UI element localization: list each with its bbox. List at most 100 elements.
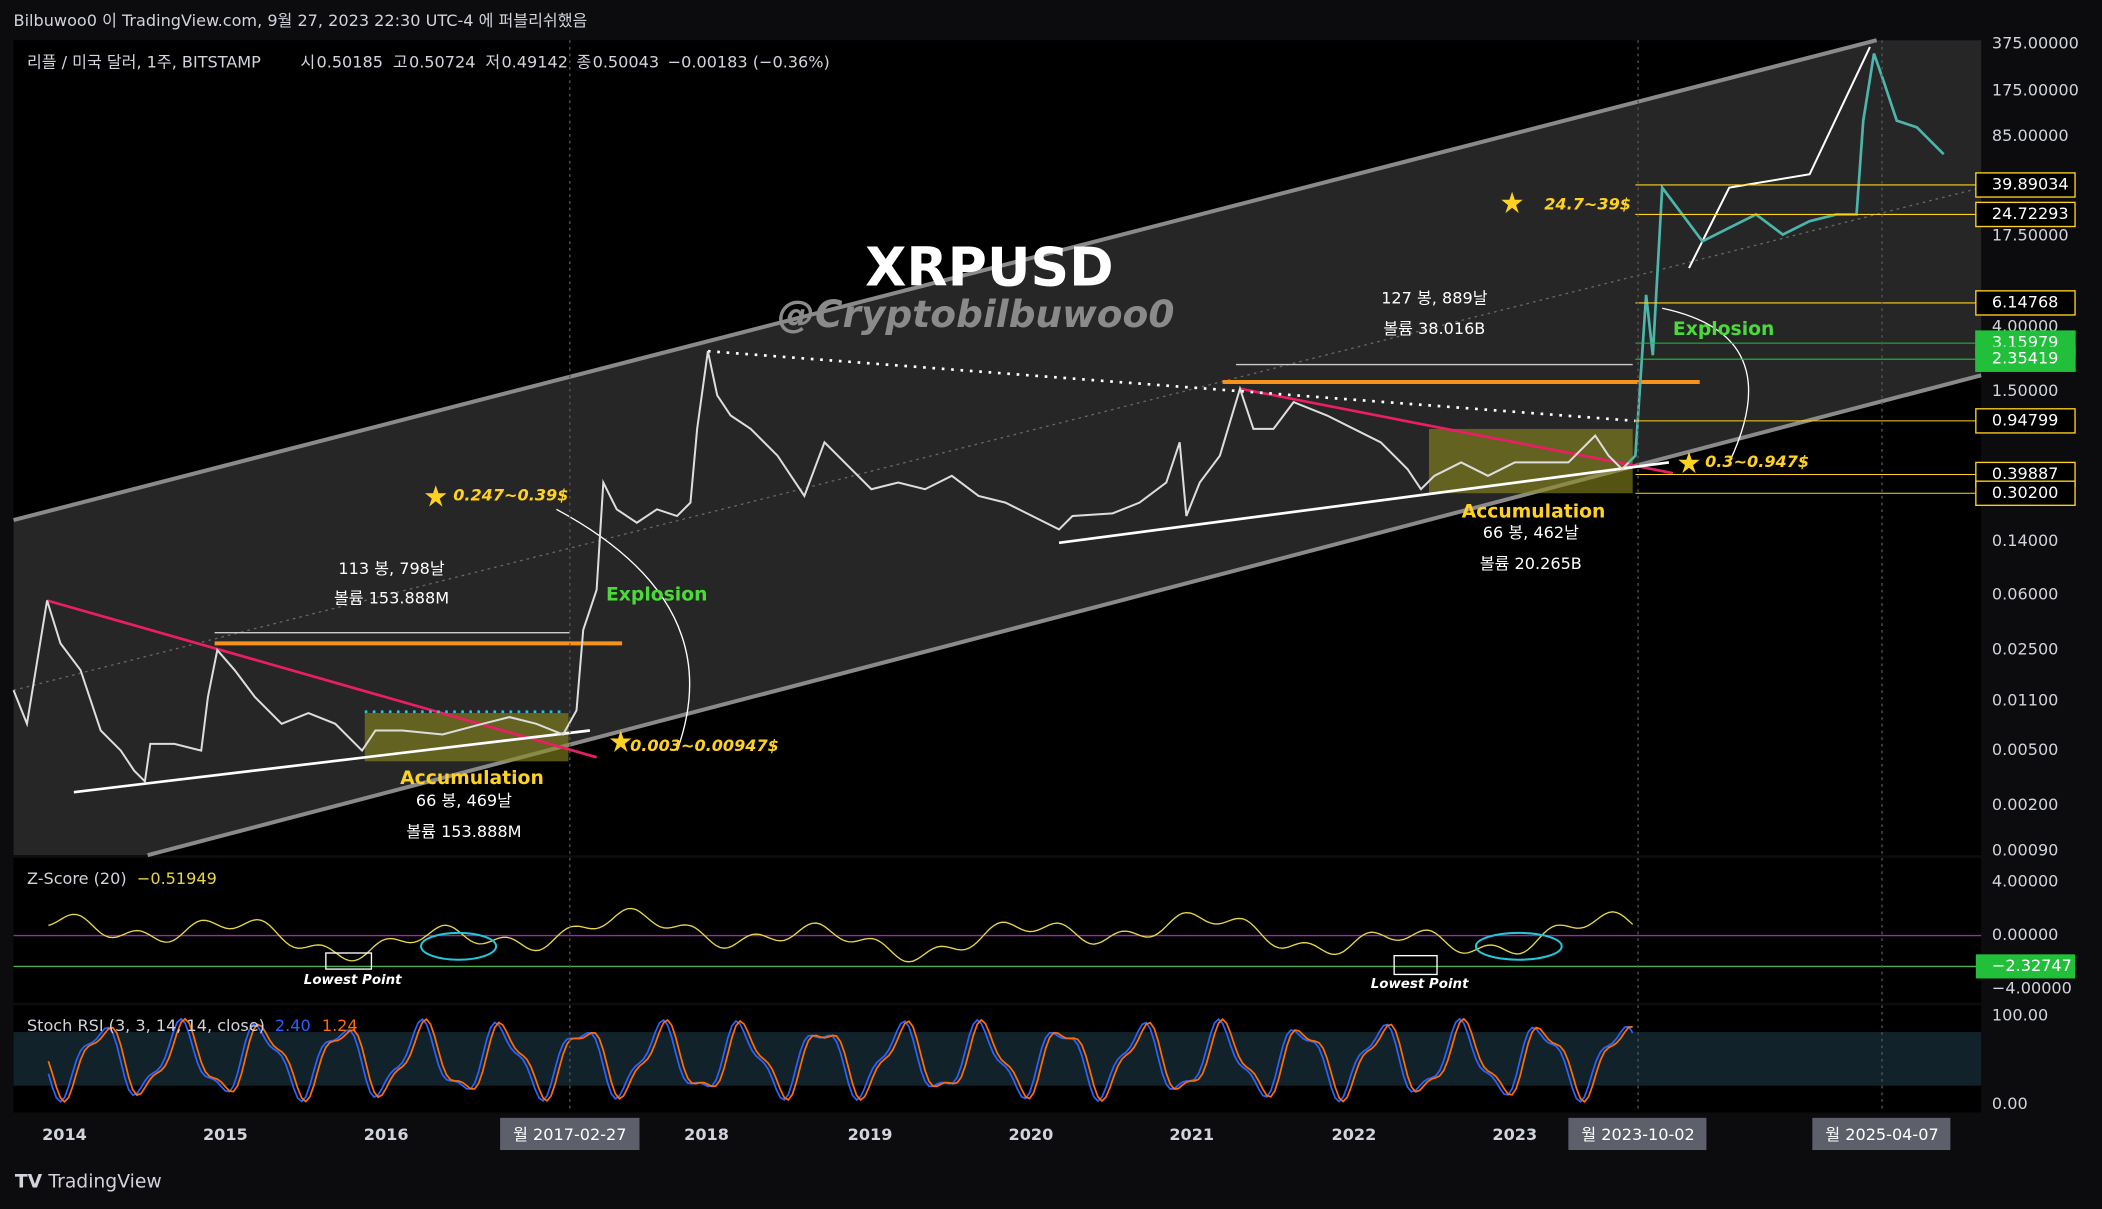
star bbox=[425, 485, 447, 507]
zscore-line bbox=[48, 907, 1634, 963]
price-label: 0.06000 bbox=[1992, 585, 2058, 604]
accumulation-box bbox=[1428, 428, 1633, 494]
trendline bbox=[46, 599, 597, 759]
year-label: 2016 bbox=[364, 1125, 409, 1144]
price-label: 375.00000 bbox=[1992, 34, 2079, 53]
price-label: 24.72293 bbox=[1992, 204, 2069, 223]
annotation: 볼륨 38.016B bbox=[1383, 319, 1485, 338]
legend-label: 고 bbox=[393, 52, 408, 71]
time-marker-label: 월 2017-02-27 bbox=[513, 1125, 626, 1144]
zscore-axis: 4.00000 0.00000 −2.32747 −4.00000 bbox=[1975, 871, 2076, 998]
curve-arrow bbox=[556, 508, 691, 751]
channel-bottom bbox=[147, 373, 1982, 858]
level-tag bbox=[1975, 408, 2076, 434]
zscore-note: Lowest Point bbox=[304, 973, 402, 988]
annotation: 24.7~39$ bbox=[1544, 195, 1631, 214]
legend-label: 종 bbox=[577, 52, 592, 71]
footer-brand: TradingView bbox=[47, 1172, 161, 1193]
star bbox=[1678, 451, 1700, 474]
curve-arrow bbox=[1662, 307, 1750, 463]
price-label: 2.35419 bbox=[1992, 349, 2058, 368]
price-label: 0.39887 bbox=[1992, 464, 2058, 483]
price-label: 0.00500 bbox=[1992, 740, 2058, 759]
zscore-note: Lowest Point bbox=[1371, 977, 1469, 992]
channel-top bbox=[13, 38, 1878, 523]
star bbox=[610, 730, 632, 752]
annotation: 볼륨 153.888M bbox=[334, 589, 449, 608]
time-marker bbox=[500, 1117, 640, 1151]
time-marker-label: 월 2023-10-02 bbox=[1581, 1125, 1694, 1144]
price-label: 0.02500 bbox=[1992, 640, 2058, 659]
watermark: @Cryptobilbuwoo0 bbox=[777, 292, 1174, 336]
price-label: 0.01100 bbox=[1992, 691, 2058, 710]
year-label: 2014 bbox=[42, 1125, 87, 1144]
time-marker bbox=[1812, 1117, 1951, 1151]
stoch-axis-label: 0.00 bbox=[1992, 1094, 2028, 1113]
price-label: 0.00090 bbox=[1992, 841, 2058, 860]
footer-logo: TV bbox=[15, 1172, 43, 1193]
legend: 리플 / 미국 달러, 1주, BITSTAMP 시 0.50185 고 0.5… bbox=[27, 52, 830, 71]
level-tag bbox=[1975, 290, 2076, 316]
legend-label: 저 bbox=[485, 52, 500, 71]
year-label: 2019 bbox=[848, 1125, 893, 1144]
price-label: 0.14000 bbox=[1992, 531, 2058, 550]
level-tag bbox=[1975, 480, 2076, 506]
year-label: 2022 bbox=[1332, 1125, 1377, 1144]
annotation: 0.247~0.39$ bbox=[453, 485, 568, 504]
level-tag bbox=[1975, 172, 2076, 198]
price-label: 0.00200 bbox=[1992, 795, 2058, 814]
time-axis: 2014 2015 2016 2018 2019 2020 2021 2022 2023 월 20… bbox=[42, 40, 1951, 1151]
annotation: 0.3~0.947$ bbox=[1705, 452, 1809, 471]
annotation: 0.003~0.00947$ bbox=[630, 736, 779, 755]
zscore-axis-label: −4.00000 bbox=[1992, 979, 2072, 998]
year-label: 2020 bbox=[1009, 1125, 1054, 1144]
price-label: 0.94799 bbox=[1992, 410, 2058, 429]
annotation: 볼륨 153.888M bbox=[406, 822, 521, 841]
price-label: 1.50000 bbox=[1992, 381, 2058, 400]
support-line bbox=[1058, 461, 1670, 545]
projection-line bbox=[1627, 53, 1945, 464]
stoch-title: Stoch RSI (3, 3, 14, 14, close) bbox=[27, 1016, 265, 1035]
price-label: 0.30200 bbox=[1992, 483, 2058, 502]
stoch-axis-label: 100.00 bbox=[1992, 1005, 2048, 1024]
annotation: 66 봉, 469날 bbox=[416, 791, 512, 810]
zscore-value: −0.51949 bbox=[137, 869, 217, 888]
highlight-ellipse bbox=[420, 931, 498, 961]
zscore-axis-label: 0.00000 bbox=[1992, 925, 2058, 944]
annotation: 볼륨 20.265B bbox=[1480, 554, 1582, 573]
price-label: 17.50000 bbox=[1992, 225, 2069, 244]
legend-label: 시 bbox=[300, 52, 315, 71]
level-tag bbox=[1975, 346, 2076, 372]
level-tag bbox=[1975, 954, 2076, 979]
lowest-box bbox=[1393, 955, 1438, 976]
annotation: 66 봉, 462날 bbox=[1483, 523, 1579, 542]
zscore-title: Z-Score (20) bbox=[27, 869, 127, 888]
legend-value: 0.50185 bbox=[316, 52, 383, 71]
annotation: 113 봉, 798날 bbox=[338, 559, 445, 578]
highlight-ellipse bbox=[1474, 931, 1563, 961]
stoch-axis: 100.00 0.00 bbox=[1992, 1005, 2048, 1112]
stoch-k-line bbox=[47, 1017, 1634, 1104]
zscore-pane bbox=[13, 857, 1982, 1003]
legend-symbol: 리플 / 미국 달러, 1주, BITSTAMP bbox=[27, 52, 261, 71]
price-label: 85.00000 bbox=[1992, 126, 2069, 145]
title: XRPUSD bbox=[865, 235, 1114, 298]
stoch-k: 2.40 bbox=[275, 1016, 311, 1035]
year-label: 2021 bbox=[1169, 1125, 1214, 1144]
annotation: Explosion bbox=[1673, 319, 1774, 340]
legend-value: 0.50724 bbox=[409, 52, 476, 71]
stoch-d: 1.24 bbox=[322, 1016, 358, 1035]
year-label: 2023 bbox=[1492, 1125, 1537, 1144]
zscore-axis-label: 4.00000 bbox=[1992, 871, 2058, 890]
price-label: 175.00000 bbox=[1992, 81, 2079, 100]
legend-value: 0.50043 bbox=[593, 52, 660, 71]
legend-change: −0.00183 (−0.36%) bbox=[668, 52, 830, 71]
projection-arrow bbox=[1688, 46, 1871, 269]
price-line bbox=[12, 350, 1630, 784]
lowest-box bbox=[325, 952, 373, 970]
stoch-d-line bbox=[47, 1017, 1633, 1104]
level-tag bbox=[1975, 201, 2076, 228]
zscore-axis-label: −2.32747 bbox=[1992, 956, 2072, 975]
annotation: 127 봉, 889날 bbox=[1381, 288, 1488, 307]
